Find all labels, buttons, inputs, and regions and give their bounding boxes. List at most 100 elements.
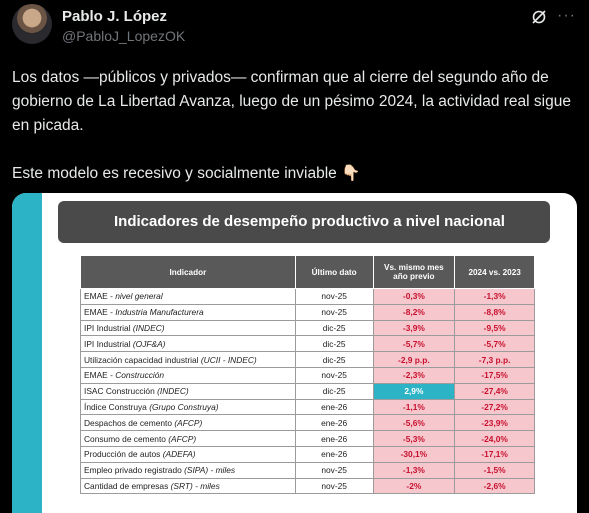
indicator-cell: Utilización capacidad industrial (UCII -… (80, 351, 296, 368)
indicator-name: EMAE (84, 370, 108, 381)
indicator-cell: Despachos de cemento (AFCP) (80, 414, 296, 432)
yoy-value-cell: -2,3% (372, 366, 456, 384)
table-row: EMAE - nivel general nov-25 -0,3% -1,3% (80, 288, 535, 305)
annual-value-cell: -17,1% (454, 445, 535, 463)
indicator-cell: EMAE - Construcción (80, 366, 296, 384)
indicator-name: EMAE (84, 307, 108, 318)
yoy-value-cell: -0,3% (372, 288, 456, 305)
indicator-detail: nivel general (115, 291, 163, 302)
indicator-cell: IPI Industrial (OJF&A) (80, 335, 296, 353)
yoy-value-cell: -5,7% (372, 335, 456, 353)
table-row: IPI Industrial (INDEC) dic-25 -3,9% -9,5% (80, 319, 535, 337)
table-header-row: Indicador Último dato Vs. mismo mes año … (80, 255, 535, 289)
annual-value-cell: -1,3% (454, 288, 535, 305)
last-date-cell: nov-25 (294, 288, 374, 305)
last-date-cell: nov-25 (294, 477, 374, 495)
indicator-detail: (INDEC) (157, 386, 189, 397)
indicator-detail: Construcción (115, 370, 165, 381)
yoy-value-cell: 2,9% (372, 382, 456, 400)
indicator-separator: - (107, 370, 116, 381)
yoy-value-cell: -2,9 p.p. (372, 351, 456, 368)
last-date-cell: nov-25 (294, 366, 374, 384)
annual-value-cell: -27,2% (454, 398, 535, 416)
annual-value-cell: -1,5% (454, 461, 535, 479)
avatar[interactable] (12, 4, 52, 44)
yoy-value-cell: -3,9% (372, 319, 456, 337)
table-row: Consumo de cemento (AFCP) ene-26 -5,3% -24,… (80, 430, 535, 447)
indicator-detail: Industria Manufacturera (115, 307, 204, 318)
indicator-name: Índice Construya (84, 401, 147, 412)
indicator-cell: EMAE - Industria Manufacturera (80, 303, 296, 321)
table-row: IPI Industrial (OJF&A) dic-25 -5,7% -5,7% (80, 335, 535, 353)
table-row: Producción de autos (ADEFA) ene-26 -30,1% -… (80, 445, 535, 463)
yoy-value-cell: -5,3% (372, 430, 456, 447)
last-date-cell: ene-26 (294, 414, 374, 432)
tweet-paragraph: Los datos —públicos y privados— confirma… (12, 69, 571, 134)
annual-value-cell: -7,3 p.p. (454, 351, 535, 368)
last-date-cell: ene-26 (294, 398, 374, 416)
last-date-cell: ene-26 (294, 430, 374, 447)
tweet-text: Los datos —públicos y privados— confirma… (12, 66, 582, 186)
table-row: Despachos de cemento (AFCP) ene-26 -5,6% -2… (80, 414, 535, 432)
table-row: Empleo privado registrado (SIPA) - miles… (80, 461, 535, 479)
indicator-detail: (SRT) - miles (170, 480, 220, 491)
annual-value-cell: -27,4% (454, 382, 535, 400)
indicator-name: Producción de autos (84, 449, 161, 460)
indicator-name: ISAC Construcción (84, 386, 155, 397)
table-row: Utilización capacidad industrial (UCII -… (80, 351, 535, 368)
annual-value-cell: -5,7% (454, 335, 535, 353)
table-row: EMAE - Industria Manufacturera nov-25 -8,2… (80, 303, 535, 321)
header-ultimo-dato: Último dato (294, 255, 374, 289)
author-handle[interactable]: @PabloJ_LopezOK (62, 28, 186, 44)
last-date-cell: nov-25 (294, 461, 374, 479)
indicator-cell: Consumo de cemento (AFCP) (80, 430, 296, 447)
indicator-detail: (INDEC) (132, 322, 165, 333)
tweet-paragraph: Este modelo es recesivo y socialmente in… (12, 165, 361, 182)
indicator-cell: Producción de autos (ADEFA) (80, 445, 296, 463)
indicator-separator: - (107, 307, 116, 318)
indicators-table: Indicador Último dato Vs. mismo mes año … (80, 255, 535, 495)
grok-icon[interactable] (531, 9, 547, 25)
yoy-value-cell: -30,1% (372, 445, 456, 463)
header-indicador: Indicador (80, 255, 296, 289)
last-date-cell: dic-25 (294, 351, 374, 368)
indicator-detail: (OJF&A) (132, 338, 166, 349)
last-date-cell: dic-25 (294, 335, 374, 353)
table-row: Cantidad de empresas (SRT) - miles nov-25… (80, 477, 535, 495)
indicator-detail: (AFCP) (174, 417, 203, 428)
indicator-detail: (UCII - INDEC) (200, 354, 257, 365)
last-date-cell: nov-25 (294, 303, 374, 321)
indicator-name: Despachos de cemento (84, 417, 172, 428)
indicator-name: IPI Industrial (84, 322, 131, 333)
indicator-separator: - (107, 291, 116, 302)
image-title: Indicadores de desempeño productivo a ni… (58, 201, 550, 243)
indicator-cell: ISAC Construcción (INDEC) (80, 382, 296, 400)
table-row: ISAC Construcción (INDEC) dic-25 2,9% -27,4… (80, 382, 535, 400)
last-date-cell: dic-25 (294, 319, 374, 337)
more-icon[interactable]: ··· (557, 7, 576, 24)
indicator-name: Empleo privado registrado (84, 465, 182, 476)
annual-value-cell: -8,8% (454, 303, 535, 321)
accent-bar (12, 193, 42, 513)
indicator-name: Cantidad de empresas (84, 480, 169, 491)
indicator-detail: (Grupo Construya) (149, 401, 219, 412)
yoy-value-cell: -1,1% (372, 398, 456, 416)
annual-value-cell: -24,0% (454, 430, 535, 447)
indicator-cell: Índice Construya (Grupo Construya) (80, 398, 296, 416)
indicator-cell: EMAE - nivel general (80, 288, 296, 305)
header-vs-mismo-mes: Vs. mismo mes año previo (372, 255, 456, 289)
tweet-image[interactable]: Indicadores de desempeño productivo a ni… (12, 193, 577, 513)
indicator-name: Utilización capacidad industrial (84, 354, 199, 365)
annual-value-cell: -2,6% (454, 477, 535, 495)
author-name[interactable]: Pablo J. López (62, 8, 168, 25)
indicator-detail: (ADEFA) (162, 449, 196, 460)
indicator-name: IPI Industrial (84, 338, 131, 349)
indicator-detail: (SIPA) - miles (184, 465, 236, 476)
last-date-cell: ene-26 (294, 445, 374, 463)
annual-value-cell: -9,5% (454, 319, 535, 337)
table-row: Índice Construya (Grupo Construya) ene-26… (80, 398, 535, 416)
yoy-value-cell: -5,6% (372, 414, 456, 432)
yoy-value-cell: -1,3% (372, 461, 456, 479)
indicator-name: Consumo de cemento (84, 433, 166, 444)
annual-value-cell: -23,9% (454, 414, 535, 432)
